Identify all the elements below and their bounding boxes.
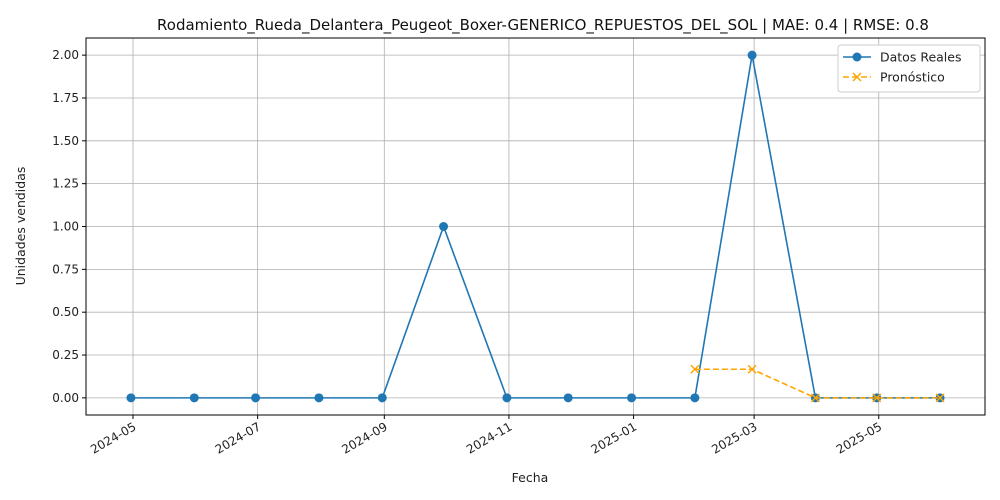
y-tick-label: 1.75 [52, 91, 79, 105]
legend-label: Pronóstico [880, 70, 945, 85]
data-point [747, 364, 757, 374]
data-point [251, 393, 261, 403]
data-point [810, 393, 820, 403]
y-tick-label: 2.00 [52, 48, 79, 62]
data-point [377, 393, 387, 403]
x-tick-label: 2024-05 [88, 419, 138, 456]
x-tick-label: 2025-01 [589, 419, 639, 456]
y-tick-label: 1.00 [52, 220, 79, 234]
legend-marker [852, 52, 862, 62]
series-line-1 [694, 368, 941, 399]
series-line-0 [130, 54, 941, 399]
x-tick-label: 2024-07 [213, 419, 263, 456]
data-point [439, 222, 449, 231]
y-axis-label: Unidades vendidas [13, 167, 28, 286]
data-point [935, 393, 945, 403]
data-point [747, 50, 757, 60]
y-tick-label: 1.25 [52, 177, 79, 191]
data-point [563, 393, 573, 403]
plot-area [126, 50, 945, 403]
y-axis: 0.00 0.25 0.50 0.75 1.00 1.25 1.50 1.75 2.00 [52, 48, 86, 405]
y-tick-label: 0.00 [52, 391, 79, 405]
x-axis: 2024-05 2024-07 2024-09 2024-11 2025-01 2025-… [88, 415, 884, 457]
legend-label: Datos Reales [880, 50, 961, 65]
x-tick-label: 2024-09 [339, 419, 389, 456]
legend: Datos Reales Pronóstico [837, 44, 981, 93]
chart-title: Rodamiento_Rueda_Delantera_Peugeot_Boxer… [157, 16, 929, 35]
data-point [502, 393, 512, 403]
y-tick-label: 0.25 [52, 348, 79, 362]
x-tick-label: 2025-05 [834, 419, 884, 456]
y-tick-label: 0.75 [52, 262, 79, 276]
data-point [690, 393, 700, 403]
data-point [627, 393, 637, 403]
legend-marker [852, 72, 862, 82]
data-point [872, 393, 882, 403]
data-point [126, 393, 136, 403]
data-point [189, 393, 199, 403]
x-axis-label: Fecha [512, 470, 549, 485]
y-tick-label: 1.50 [52, 134, 79, 148]
x-tick-label: 2024-11 [464, 419, 514, 456]
grid [86, 38, 985, 415]
data-point [314, 393, 324, 403]
data-point [690, 364, 700, 374]
x-tick-label: 2025-03 [709, 419, 759, 456]
y-tick-label: 0.50 [52, 305, 79, 319]
legend-box [837, 44, 981, 93]
